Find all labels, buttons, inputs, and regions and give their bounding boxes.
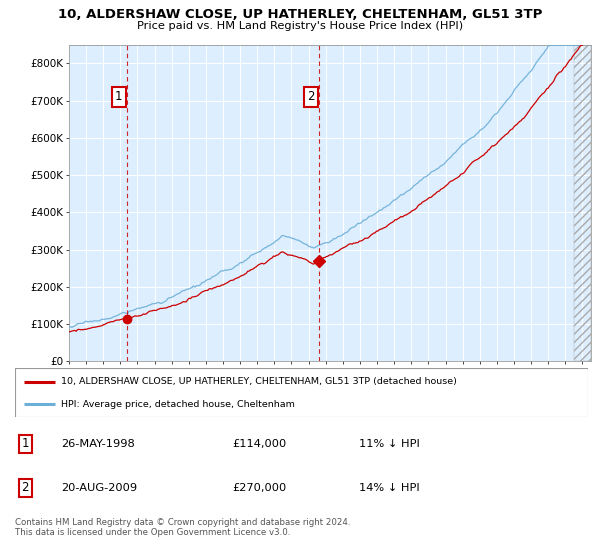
Text: 2: 2 xyxy=(22,482,29,494)
Text: 10, ALDERSHAW CLOSE, UP HATHERLEY, CHELTENHAM, GL51 3TP: 10, ALDERSHAW CLOSE, UP HATHERLEY, CHELT… xyxy=(58,8,542,21)
Text: 2: 2 xyxy=(307,90,314,104)
Text: £114,000: £114,000 xyxy=(233,438,287,449)
Text: 20-AUG-2009: 20-AUG-2009 xyxy=(61,483,137,493)
Text: 11% ↓ HPI: 11% ↓ HPI xyxy=(359,438,419,449)
FancyBboxPatch shape xyxy=(15,368,588,417)
Text: Contains HM Land Registry data © Crown copyright and database right 2024.
This d: Contains HM Land Registry data © Crown c… xyxy=(15,518,350,538)
Text: £270,000: £270,000 xyxy=(233,483,287,493)
Text: 1: 1 xyxy=(115,90,122,104)
Text: HPI: Average price, detached house, Cheltenham: HPI: Average price, detached house, Chel… xyxy=(61,400,295,409)
Text: 14% ↓ HPI: 14% ↓ HPI xyxy=(359,483,419,493)
Text: 10, ALDERSHAW CLOSE, UP HATHERLEY, CHELTENHAM, GL51 3TP (detached house): 10, ALDERSHAW CLOSE, UP HATHERLEY, CHELT… xyxy=(61,377,457,386)
Text: 1: 1 xyxy=(22,437,29,450)
Text: Price paid vs. HM Land Registry's House Price Index (HPI): Price paid vs. HM Land Registry's House … xyxy=(137,21,463,31)
Text: 26-MAY-1998: 26-MAY-1998 xyxy=(61,438,134,449)
